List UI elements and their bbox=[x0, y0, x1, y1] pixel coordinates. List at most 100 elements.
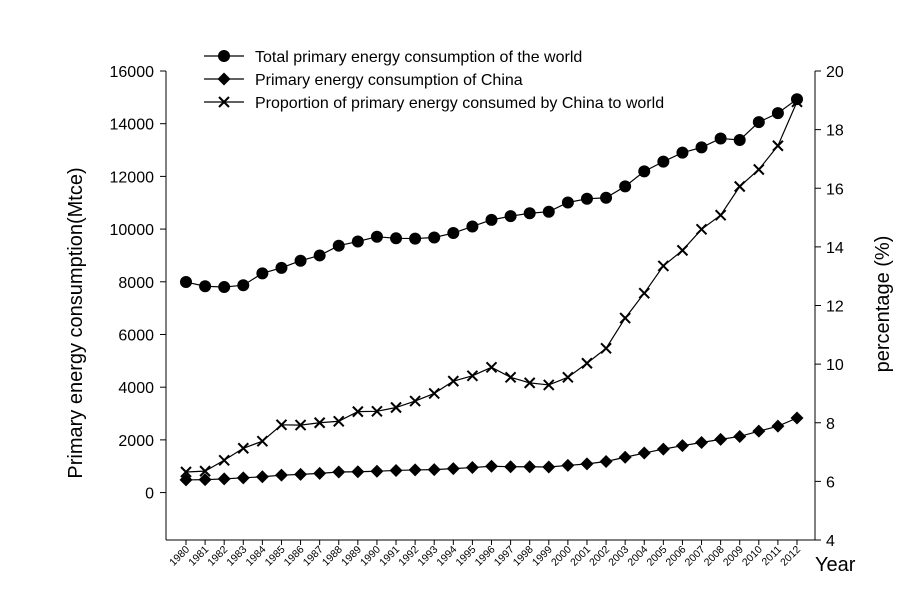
data-point bbox=[370, 230, 383, 243]
data-point bbox=[714, 209, 727, 221]
legend-marker bbox=[218, 96, 230, 108]
data-point bbox=[523, 207, 536, 220]
x-tick-label: 1992 bbox=[396, 544, 421, 569]
x-tick-label: 2005 bbox=[644, 544, 669, 569]
data-point bbox=[446, 462, 460, 476]
data-point bbox=[428, 231, 441, 244]
x-tick-label: 1999 bbox=[530, 544, 555, 569]
x-tick-label: 1984 bbox=[243, 544, 268, 569]
x-tick-label: 2008 bbox=[702, 544, 727, 569]
data-point bbox=[217, 472, 231, 486]
data-point bbox=[714, 432, 728, 446]
data-point bbox=[695, 141, 708, 154]
x-tick-label: 1982 bbox=[205, 544, 230, 569]
data-point bbox=[180, 276, 192, 289]
data-point bbox=[198, 473, 212, 487]
data-point bbox=[504, 460, 518, 474]
y-tick-label: 8000 bbox=[118, 275, 154, 292]
series-layer bbox=[179, 93, 804, 487]
data-point bbox=[675, 439, 689, 453]
data-point bbox=[313, 466, 327, 480]
data-point bbox=[199, 465, 211, 477]
x-tick-label: 2000 bbox=[549, 544, 574, 569]
data-point bbox=[237, 279, 250, 292]
legend-label: Proportion of primary energy consumed by… bbox=[255, 95, 664, 112]
legend-item: Primary energy consumption of China bbox=[204, 72, 523, 89]
data-point bbox=[733, 429, 747, 443]
y2-tick-label: 4 bbox=[826, 533, 835, 550]
data-point bbox=[543, 379, 555, 391]
data-point bbox=[428, 387, 440, 400]
data-point bbox=[256, 267, 269, 280]
x-tick-label: 2003 bbox=[606, 544, 631, 569]
data-point bbox=[695, 223, 708, 235]
data-point bbox=[390, 401, 402, 414]
y-tick-label: 12000 bbox=[110, 169, 155, 186]
data-point bbox=[619, 312, 631, 324]
data-point bbox=[600, 342, 612, 355]
y-tick-label: 4000 bbox=[118, 380, 154, 397]
x-tick-label: 1991 bbox=[377, 544, 402, 569]
x-tick-label: 2002 bbox=[587, 544, 612, 569]
data-point bbox=[619, 180, 632, 193]
data-point bbox=[523, 460, 537, 474]
x-tick-label: 1993 bbox=[415, 544, 440, 569]
x-tick-label: 1987 bbox=[301, 544, 326, 569]
x-tick-label: 2001 bbox=[568, 544, 593, 569]
series-world-total bbox=[180, 93, 803, 294]
legend: Total primary energy consumption of the … bbox=[204, 49, 664, 112]
data-point bbox=[542, 205, 555, 218]
data-point bbox=[218, 454, 230, 466]
y-tick-label: 16000 bbox=[110, 64, 155, 81]
data-point bbox=[542, 460, 556, 474]
data-point bbox=[772, 140, 784, 152]
legend-label: Total primary energy consumption of the … bbox=[255, 49, 582, 66]
data-point bbox=[752, 424, 766, 438]
y-tick-label: 6000 bbox=[118, 327, 154, 344]
y2-tick-label: 12 bbox=[826, 299, 844, 316]
data-point bbox=[771, 419, 785, 433]
data-point bbox=[504, 371, 517, 384]
y2-axis-title: percentage (%) bbox=[872, 236, 894, 373]
x-tick-label: 1989 bbox=[339, 544, 364, 569]
data-point bbox=[638, 287, 650, 299]
data-point bbox=[199, 280, 212, 293]
x-tick-label: 1997 bbox=[492, 544, 517, 569]
x-tick-label: 1996 bbox=[473, 544, 498, 569]
data-point bbox=[580, 457, 594, 471]
y2-tick-label: 16 bbox=[826, 181, 844, 198]
data-point bbox=[771, 107, 784, 120]
series-line bbox=[185, 101, 798, 473]
data-point bbox=[313, 417, 326, 429]
data-point bbox=[274, 468, 288, 482]
data-point bbox=[256, 435, 269, 447]
legend-label: Primary energy consumption of China bbox=[255, 72, 523, 89]
x-tick-label: 1980 bbox=[167, 544, 192, 569]
legend-item: Proportion of primary energy consumed by… bbox=[204, 95, 664, 112]
data-point bbox=[734, 180, 746, 193]
data-point bbox=[352, 405, 364, 418]
data-point bbox=[485, 213, 498, 226]
data-point bbox=[313, 249, 326, 262]
y2-tick-label: 6 bbox=[826, 474, 835, 491]
data-point bbox=[657, 260, 670, 272]
data-point bbox=[600, 191, 613, 204]
data-point bbox=[236, 471, 250, 485]
x-tick-label: 2011 bbox=[760, 544, 785, 569]
data-point bbox=[466, 220, 479, 233]
series-line bbox=[185, 98, 798, 288]
data-point bbox=[332, 465, 346, 479]
legend-marker bbox=[217, 72, 231, 86]
data-point bbox=[255, 470, 269, 484]
data-point bbox=[408, 463, 422, 477]
data-point bbox=[218, 281, 231, 294]
data-point bbox=[714, 132, 727, 145]
data-point bbox=[637, 446, 651, 460]
data-point bbox=[294, 254, 307, 267]
data-point bbox=[580, 192, 593, 205]
x-tick-label: 1983 bbox=[224, 544, 249, 569]
data-point bbox=[351, 465, 365, 479]
y2-tick-label: 10 bbox=[826, 357, 844, 374]
x-tick-label: 2007 bbox=[683, 544, 708, 569]
